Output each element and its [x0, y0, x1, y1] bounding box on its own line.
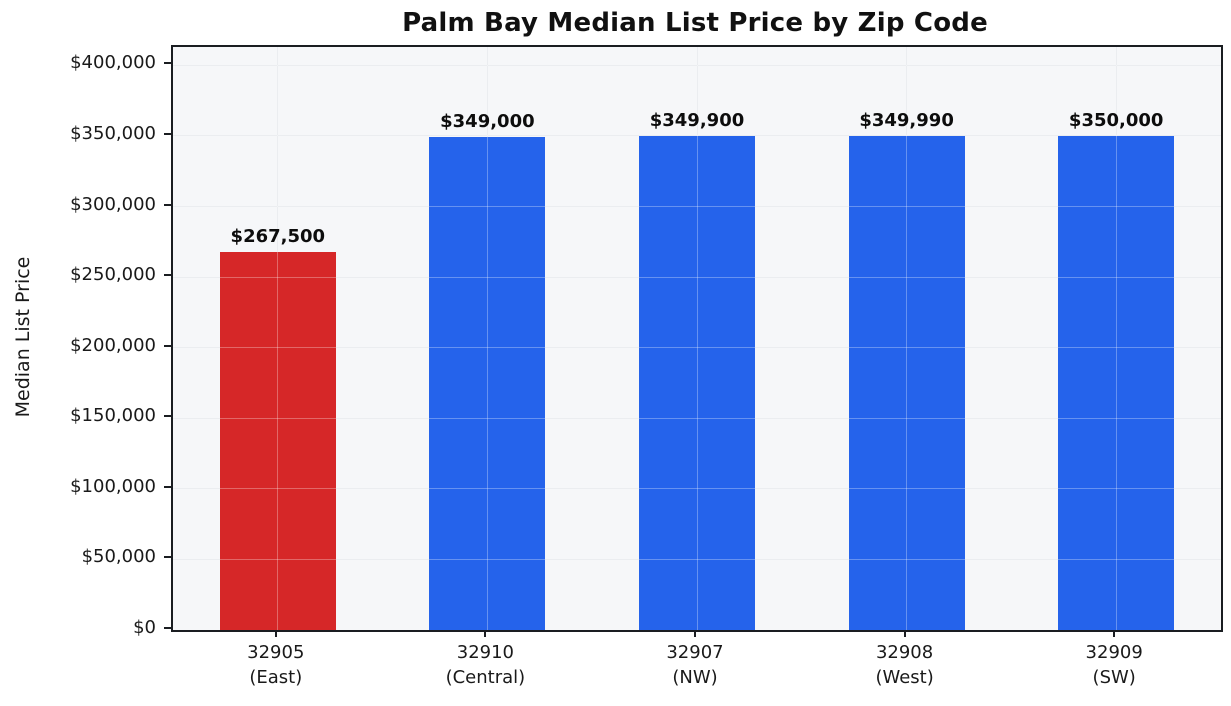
chart-title: Palm Bay Median List Price by Zip Code [402, 8, 988, 38]
x-tick-label-line: (West) [875, 667, 934, 688]
y-tick-mark [164, 274, 171, 277]
y-tick-label: $100,000 [70, 475, 156, 497]
x-tick-mark [274, 630, 277, 637]
y-tick-mark [164, 415, 171, 418]
x-tick-mark [484, 630, 487, 637]
bar-value-label: $350,000 [1068, 109, 1164, 131]
x-tick-mark [903, 630, 906, 637]
y-tick-label: $200,000 [70, 334, 156, 356]
y-tick-label: $400,000 [70, 52, 156, 74]
x-tick-label-line: (NW) [672, 667, 718, 688]
x-tick-label: 32910 (Central) [375, 640, 595, 690]
y-tick-label: $150,000 [70, 405, 156, 427]
bar-value-label: $349,990 [859, 109, 954, 131]
y-tick-label: $250,000 [70, 264, 156, 286]
bar-value-label: $349,000 [440, 111, 535, 133]
x-tick-mark [694, 630, 696, 637]
x-tick-label: 32908 (West) [795, 640, 1015, 690]
y-tick-mark [164, 132, 171, 135]
x-tick-label: 32907 (NW) [585, 640, 805, 690]
x-tick-label-line: 32907 [666, 642, 724, 663]
y-tick-mark [164, 62, 171, 65]
x-tick-label: 32905 (East) [166, 640, 386, 690]
x-tick-label-line: (East) [249, 667, 303, 688]
x-tick-label-line: (SW) [1092, 667, 1136, 688]
bar-value-labels: $267,500 $349,000 $349,900 $349,990 $350,000 [173, 47, 1221, 630]
x-tick-mark [1113, 630, 1116, 637]
y-tick-label: $350,000 [70, 122, 156, 144]
x-tick-label-line: 32910 [456, 642, 515, 663]
y-tick-mark [164, 344, 171, 347]
x-tick-label-line: 32905 [247, 642, 305, 663]
y-tick-label: $300,000 [70, 193, 156, 215]
bar-value-label: $349,900 [649, 110, 745, 132]
x-tick-label-line: 32908 [875, 642, 934, 663]
y-tick-mark [164, 485, 171, 488]
y-tick-label: $0 [133, 617, 156, 638]
y-tick-mark [164, 627, 171, 629]
x-tick-label-line: (Central) [445, 667, 526, 688]
y-tick-label: $50,000 [81, 546, 156, 568]
y-tick-mark [164, 203, 171, 206]
x-tick-label-line: 32909 [1085, 642, 1143, 663]
plot-area: $267,500 $349,000 $349,900 $349,990 $350,000 [171, 45, 1223, 632]
bar-value-label: $267,500 [230, 226, 326, 248]
y-tick-mark [164, 556, 171, 559]
x-tick-label: 32909 (SW) [1004, 640, 1224, 690]
